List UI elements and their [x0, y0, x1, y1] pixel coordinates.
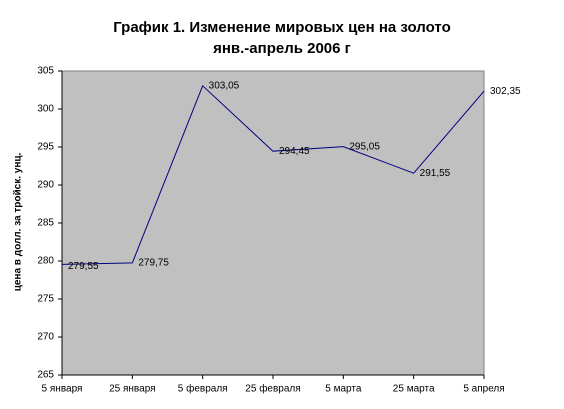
data-label: 302,35: [490, 86, 521, 97]
y-tick-label: 280: [37, 256, 54, 267]
data-label: 295,05: [349, 141, 380, 152]
y-tick-label: 285: [37, 218, 54, 229]
data-label: 303,05: [209, 80, 240, 91]
y-tick-label: 290: [37, 180, 54, 191]
y-tick-label: 295: [37, 142, 54, 153]
y-tick-label: 300: [37, 104, 54, 115]
chart-title: График 1. Изменение мировых цен на золот…: [113, 19, 450, 36]
y-tick-label: 270: [37, 332, 54, 343]
data-label: 291,55: [420, 168, 451, 179]
y-tick-label: 305: [37, 66, 54, 77]
plot-area: [61, 70, 485, 376]
x-tick-label: 5 апреля: [463, 384, 504, 395]
data-label: 279,75: [138, 258, 169, 269]
y-tick-label: 265: [37, 370, 54, 381]
x-tick-label: 25 февраля: [245, 383, 300, 395]
x-tick-label: 5 января: [42, 384, 83, 395]
y-axis-label: цена в долл. за тройск. унц.: [13, 152, 24, 291]
x-tick-label: 5 марта: [325, 384, 362, 395]
data-label: 279,55: [68, 261, 99, 272]
x-tick-label: 5 февраля: [178, 383, 228, 395]
x-tick-label: 25 января: [109, 384, 155, 395]
x-tick-label: 25 марта: [393, 384, 435, 395]
data-label: 294,45: [279, 146, 310, 157]
chart-subtitle: янв.-апрель 2006 г: [213, 40, 351, 57]
y-tick-label: 275: [37, 294, 54, 305]
data-line: [61, 84, 485, 265]
